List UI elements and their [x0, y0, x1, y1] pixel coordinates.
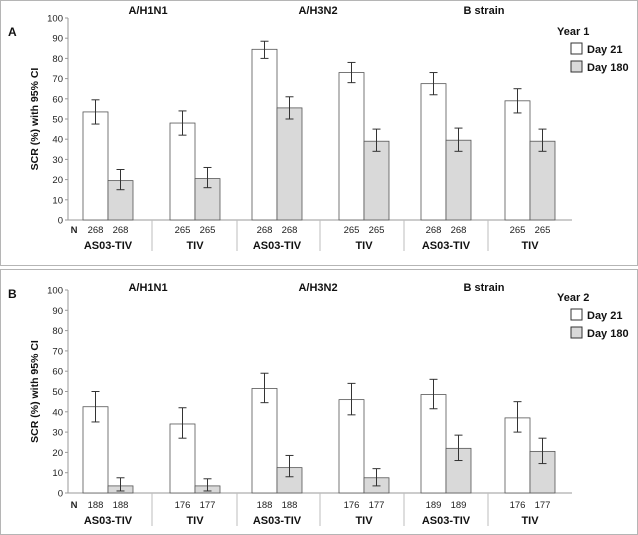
panel-a-n-value: 268 [426, 225, 442, 236]
panel-a-n-value: 265 [344, 225, 360, 236]
panel-b-n-value: 177 [369, 500, 385, 511]
panel-b-y-tick-label: 100 [47, 286, 63, 297]
panel-a-n-value: 265 [369, 225, 385, 236]
panel-b-legend-title: Year 2 [557, 292, 589, 304]
panel-a-bar-day180 [445, 139, 472, 221]
panel-b-n-value: 176 [344, 500, 360, 511]
panel-b-strain-label: B strain [464, 282, 505, 294]
panel-b-y-tick-label: 70 [52, 346, 63, 357]
panel-a-legend-label-day180: Day 180 [587, 62, 629, 74]
panel-b-legend-swatch-day21 [570, 308, 583, 321]
panel-b-n-label: N [71, 500, 78, 511]
panel-b-y-tick-label: 80 [52, 326, 63, 337]
panel-a-group-label: AS03-TIV [84, 240, 133, 252]
panel-a-legend-title: Year 1 [557, 26, 589, 38]
panel-b-group-label: AS03-TIV [422, 515, 471, 527]
panel-b-y-tick-label: 10 [52, 468, 63, 479]
panel-a-bar-day180 [363, 140, 390, 221]
panel-a-y-tick-label: 30 [52, 155, 63, 166]
panel-b-legend-label-day180: Day 180 [587, 328, 629, 340]
panel-a-group-label: TIV [355, 240, 373, 252]
panel-a-group-label: TIV [521, 240, 539, 252]
panel-b-strain-label: A/H1N1 [128, 282, 167, 294]
panel-a-bar-day180 [529, 140, 556, 221]
panel-b-y-tick-label: 30 [52, 428, 63, 439]
panel-a-n-value: 268 [451, 225, 467, 236]
panel-a-y-tick-label: 70 [52, 74, 63, 85]
panel-a-legend-swatch-day21 [570, 42, 583, 55]
panel-a-group-label: AS03-TIV [422, 240, 471, 252]
panel-b-n-value: 188 [257, 500, 273, 511]
panel-a-y-tick-label: 60 [52, 94, 63, 105]
panel-b-group-label: AS03-TIV [253, 515, 302, 527]
panel-b-n-value: 188 [282, 500, 298, 511]
panel-a-y-tick-label: 0 [58, 216, 63, 227]
panel-b-n-value: 189 [426, 500, 442, 511]
panel-a-group-label: TIV [186, 240, 204, 252]
panel-b-y-axis-label: SCR (%) with 95% CI [29, 340, 41, 443]
panel-b-y-tick-label: 20 [52, 448, 63, 459]
panel-a-y-tick-label: 10 [52, 195, 63, 206]
panel-b-label: B [8, 287, 17, 301]
panel-a-legend-swatch-day180 [570, 60, 583, 73]
panel-a-n-label: N [71, 225, 78, 236]
panel-b-n-value: 177 [535, 500, 551, 511]
panel-a-y-axis-label: SCR (%) with 95% CI [29, 68, 41, 171]
panel-a-legend-label-day21: Day 21 [587, 44, 622, 56]
panel-a-y-tick-label: 40 [52, 135, 63, 146]
panel-a-strain-label: A/H3N2 [298, 5, 337, 17]
panel-b-legend-swatch-day180 [570, 326, 583, 339]
panel-a-bar-day21 [420, 83, 447, 221]
panel-b-legend-label-day21: Day 21 [587, 310, 622, 322]
panel-b-y-tick-label: 0 [58, 489, 63, 500]
panel-a-bar-day21 [338, 72, 365, 221]
panel-a-n-value: 268 [113, 225, 129, 236]
panel-b-n-value: 176 [510, 500, 526, 511]
panel-a-y-tick-label: 100 [47, 14, 63, 25]
panel-b-y-tick-label: 40 [52, 407, 63, 418]
panel-a-y-tick-label: 20 [52, 175, 63, 186]
panel-a-n-value: 268 [257, 225, 273, 236]
panel-b-y-tick-label: 60 [52, 367, 63, 378]
panel-b-y-tick-label: 50 [52, 387, 63, 398]
panel-b-n-value: 188 [113, 500, 129, 511]
panel-b-bar-day21 [420, 394, 447, 494]
panel-a-bar-day21 [251, 48, 278, 221]
panel-a-strain-label: A/H1N1 [128, 5, 167, 17]
panel-b-y-tick-label: 90 [52, 306, 63, 317]
panel-a-y-tick-label: 90 [52, 34, 63, 45]
panel-b-n-value: 177 [200, 500, 216, 511]
panel-b-n-value: 188 [88, 500, 104, 511]
panel-b-bar-day21 [251, 388, 278, 494]
panel-a-n-value: 265 [510, 225, 526, 236]
panel-a-strain-label: B strain [464, 5, 505, 17]
panel-b-frame [0, 269, 638, 535]
panel-b-strain-label: A/H3N2 [298, 282, 337, 294]
panel-b-n-value: 189 [451, 500, 467, 511]
panel-a-bar-day21 [82, 111, 109, 221]
panel-a-n-value: 265 [200, 225, 216, 236]
panel-b-group-label: AS03-TIV [84, 515, 133, 527]
panel-b-group-label: TIV [521, 515, 539, 527]
panel-a-y-tick-label: 80 [52, 54, 63, 65]
panel-a-group-label: AS03-TIV [253, 240, 302, 252]
panel-b-group-label: TIV [355, 515, 373, 527]
panel-b-group-label: TIV [186, 515, 204, 527]
panel-b-n-value: 176 [175, 500, 191, 511]
panel-a-bar-day21 [504, 100, 531, 221]
panel-a-y-tick-label: 50 [52, 115, 63, 126]
panel-a-n-value: 268 [282, 225, 298, 236]
panel-a-n-value: 265 [175, 225, 191, 236]
panel-a-bar-day180 [276, 107, 303, 221]
panel-a-n-value: 268 [88, 225, 104, 236]
panel-a-bar-day21 [169, 122, 196, 221]
panel-a-label: A [8, 25, 17, 39]
panel-a-n-value: 265 [535, 225, 551, 236]
